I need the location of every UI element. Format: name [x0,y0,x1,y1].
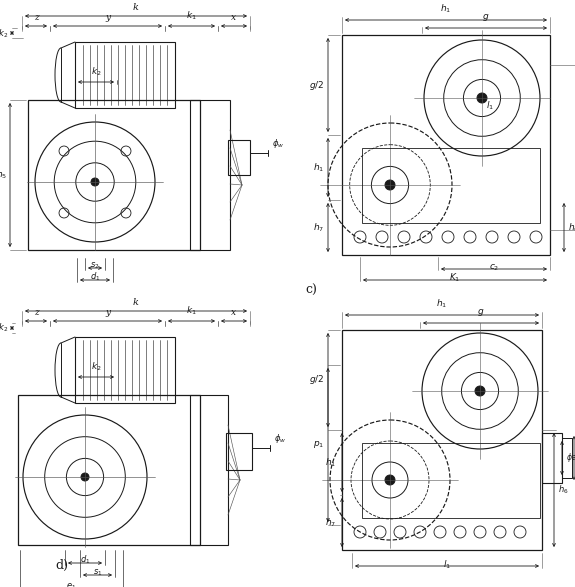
Text: $d_1$: $d_1$ [80,554,90,566]
Text: $l_1$: $l_1$ [443,558,451,571]
Text: $h_6$: $h_6$ [558,484,569,496]
Text: $h_1$: $h_1$ [313,161,324,174]
Text: $s_1$: $s_1$ [93,568,102,578]
Text: d): d) [55,558,68,572]
Circle shape [81,473,89,481]
Text: $k_1$: $k_1$ [186,9,197,22]
Text: $h_7$: $h_7$ [313,221,324,234]
Circle shape [475,386,485,396]
Circle shape [385,180,395,190]
Text: $\phi k_2$: $\phi k_2$ [0,322,9,335]
Text: $p_1$: $p_1$ [313,440,324,450]
Text: $\phi k_2$: $\phi k_2$ [0,26,9,39]
Text: $g$: $g$ [477,307,485,318]
Text: $\phi_w$: $\phi_w$ [274,432,286,445]
Bar [362,443,540,518]
Text: $h_5$: $h_5$ [0,168,7,181]
Bar [226,433,252,470]
Text: $k_1$: $k_1$ [186,305,197,317]
Text: $d_1$: $d_1$ [90,271,100,283]
Text: $h_1$: $h_1$ [325,456,336,469]
Text: $K_1$: $K_1$ [449,272,461,284]
Bar [342,35,550,255]
Text: $k_2$: $k_2$ [91,66,101,78]
Bar [228,140,250,175]
Text: x: x [231,13,236,22]
Text: $g/2$: $g/2$ [309,373,324,386]
Bar [190,395,228,545]
Text: $h_1$: $h_1$ [436,298,447,310]
Text: y: y [105,13,110,22]
Text: $\phi a_1$: $\phi a_1$ [566,451,575,464]
Text: $k_2$: $k_2$ [91,360,101,373]
Text: x: x [231,308,236,317]
Text: z: z [33,13,39,22]
Text: $g/2$: $g/2$ [309,79,324,92]
Bar [75,337,175,403]
Text: $g$: $g$ [482,12,490,23]
Text: $h_7$: $h_7$ [325,516,336,529]
Text: $h_1$: $h_1$ [440,2,451,15]
Text: $l_1$: $l_1$ [486,100,494,112]
Bar [362,148,540,223]
Text: k: k [133,3,139,12]
Bar [562,438,572,478]
Text: z: z [33,308,39,317]
Bar [342,330,542,550]
Bar [542,433,562,483]
Text: $h_6$: $h_6$ [568,221,575,234]
Text: $c_2$: $c_2$ [489,262,499,273]
Text: c): c) [305,284,317,296]
Text: $e_1$: $e_1$ [66,582,76,587]
Text: $\phi_w$: $\phi_w$ [272,137,284,150]
Text: y: y [105,308,110,317]
Text: k: k [133,298,139,307]
Bar [28,100,200,250]
Circle shape [385,475,395,485]
Bar [190,100,230,250]
Bar [18,395,200,545]
Text: $s_2$: $s_2$ [90,261,99,271]
Bar [75,42,175,108]
Circle shape [91,178,99,186]
Circle shape [477,93,487,103]
